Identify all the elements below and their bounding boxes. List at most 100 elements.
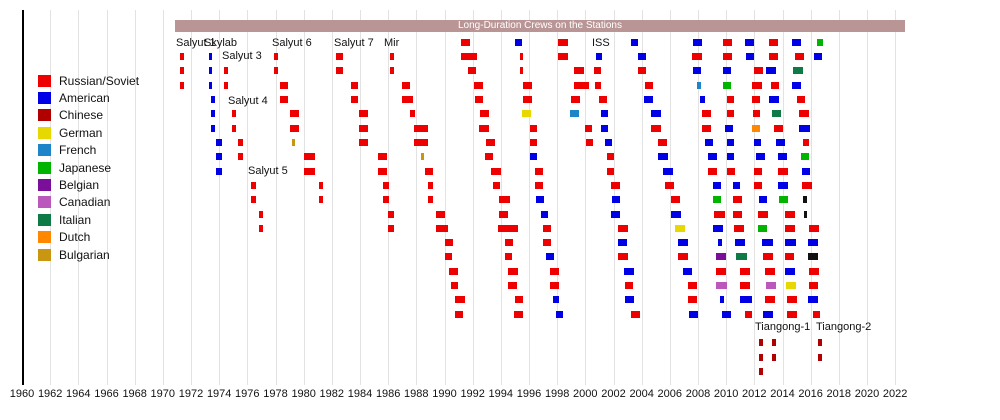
x-tick-label: 2008 [685,388,711,400]
crew-bar [530,124,537,132]
station-label: ISS [592,37,610,49]
crew-bar [758,368,763,376]
crew-bar [802,138,809,146]
legend-item: Dutch [38,229,139,246]
crew-bar [740,296,752,304]
x-tick-label: 1994 [488,388,514,400]
legend-item: Italian [38,211,139,228]
crew-bar [757,210,768,218]
legend-item: Canadian [38,194,139,211]
crew-bar [670,196,680,204]
crew-bar [336,52,343,60]
legend-label: Japanese [59,160,112,175]
crew-bar [504,239,513,247]
crew-bar [740,267,750,275]
crew-bar [624,282,633,290]
crew-bar [744,38,754,46]
legend-swatch [38,92,51,105]
crew-bar [492,181,500,189]
crew-bar [473,81,483,89]
x-tick-label: 1986 [375,388,401,400]
crew-bar [451,282,458,290]
crew-bar [817,339,822,347]
legend-item: Russian/Soviet [38,72,139,89]
crew-bar [770,81,779,89]
legend-label: Bulgarian [59,247,110,262]
x-tick-label: 1968 [122,388,147,400]
crew-bar [677,253,688,261]
legend-item: American [38,89,139,106]
crew-bar [764,296,775,304]
crew-bar [319,196,323,204]
crew-bar [480,110,489,118]
x-tick-label: 1984 [347,388,373,400]
crew-bar [799,110,809,118]
crew-bar [508,267,518,275]
crew-bar [479,124,489,132]
crew-bar [215,138,222,146]
crew-bar [530,153,537,161]
crew-bar [715,282,727,290]
crew-bar [209,81,212,89]
crew-bar [461,52,478,60]
crew-bar [224,67,229,75]
crew-bar [753,67,763,75]
crew-bar [534,181,543,189]
gridline [78,10,80,385]
crew-bar [715,267,726,275]
x-tick-label: 1992 [460,388,485,400]
crew-bar [378,167,387,175]
crew-bar [803,210,807,218]
crew-bar [573,81,589,89]
crew-bar [712,196,721,204]
crew-bar [769,95,779,103]
legend-item: Japanese [38,159,139,176]
crew-bar [388,210,394,218]
crew-bar [585,138,593,146]
legend-swatch [38,109,51,122]
gridline [895,10,897,385]
crew-bar [428,196,433,204]
legend-swatch [38,161,51,174]
crew-bar [762,310,773,318]
crew-bar [542,239,551,247]
crew-bar [637,67,646,75]
crew-bar [704,138,713,146]
crew-bar [444,253,452,261]
crew-bar [594,81,601,89]
crew-bar [211,124,215,132]
crew-bar [817,353,822,361]
station-label: Tiangong-1 [755,321,811,333]
crew-bar [809,267,819,275]
x-tick-label: 1966 [94,388,119,400]
crew-bar [599,95,607,103]
crew-bar [522,95,532,103]
crew-bar [769,52,778,60]
crew-bar [726,110,734,118]
gridline [331,10,333,385]
crew-bar [238,153,243,161]
crew-bar [607,167,614,175]
crew-bar [687,282,697,290]
crew-bar [717,239,722,247]
crew-bar [630,38,638,46]
crew-bar [758,353,763,361]
x-tick-label: 2020 [854,388,880,400]
crew-bar [778,181,788,189]
crew-bar [712,181,721,189]
crew-bar [740,282,750,290]
legend-label: Belgian [59,178,100,193]
y-axis-line [22,10,24,385]
crew-bar [691,52,702,60]
gridline [557,10,559,385]
crew-bar [382,181,389,189]
crew-bar [732,210,742,218]
crew-bar [571,95,580,103]
crew-bar [801,167,810,175]
crew-bar [778,167,788,175]
crew-bar [664,181,674,189]
crew-bar [273,67,278,75]
gridline [585,10,587,385]
crew-bar [280,81,288,89]
crew-bar [773,124,783,132]
